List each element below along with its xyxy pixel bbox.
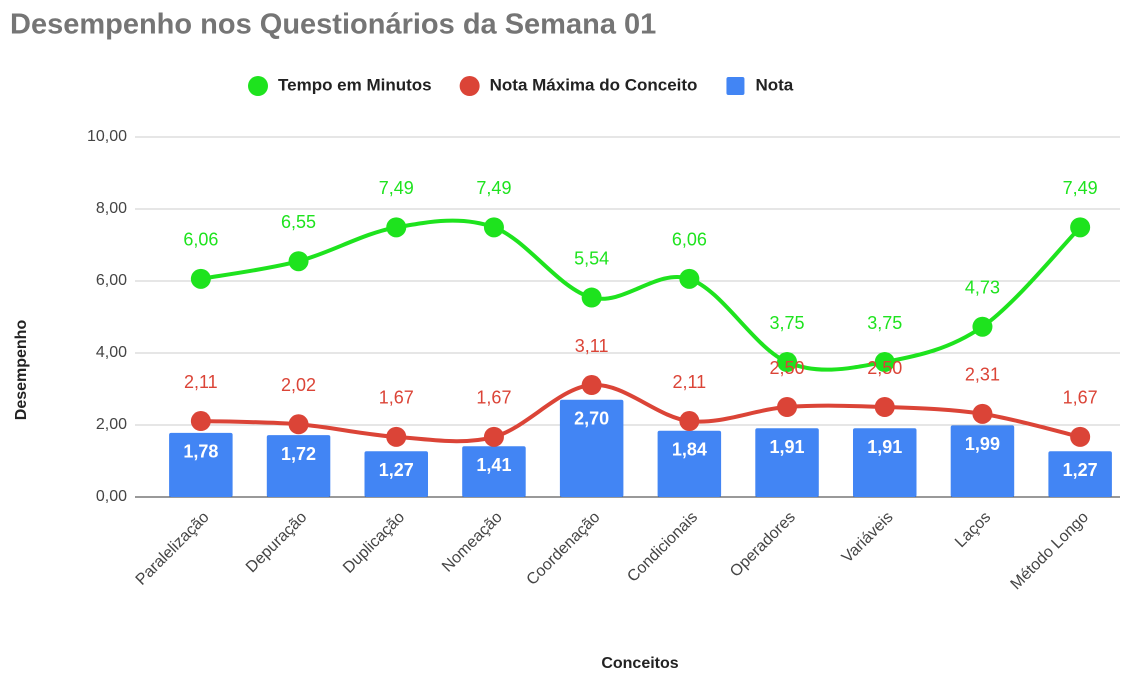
y-tick-label: 10,00 <box>87 128 127 145</box>
point-label: 2,50 <box>770 358 805 378</box>
x-tick-label: Nomeação <box>439 509 506 576</box>
point <box>288 414 309 435</box>
point-label: 1,67 <box>1063 388 1098 408</box>
point-label: 1,67 <box>379 388 414 408</box>
point <box>386 426 407 447</box>
y-axis-title: Desempenho <box>13 320 30 421</box>
point <box>777 352 798 372</box>
bar <box>755 428 819 497</box>
point-label: 4,73 <box>965 277 1000 297</box>
point-label: 6,55 <box>281 212 316 232</box>
point-label: 6,06 <box>183 230 218 250</box>
line <box>200 218 1082 372</box>
line-layer <box>190 217 1091 447</box>
point <box>1070 426 1091 447</box>
point-label: 3,75 <box>770 313 805 333</box>
x-tick-label: Laços <box>952 509 994 551</box>
bar <box>462 446 526 497</box>
point <box>874 397 895 417</box>
point-label: 2,11 <box>184 372 218 392</box>
legend-label: Nota Máxima do Conceito <box>490 75 698 94</box>
x-tick-label: Paralelização <box>133 509 213 589</box>
point-label: 2,02 <box>281 375 316 395</box>
legend-label: Tempo em Minutos <box>278 75 432 94</box>
bar <box>169 432 233 497</box>
point-label: 3,11 <box>575 336 609 356</box>
bar-label: 1,27 <box>1063 460 1098 480</box>
legend-swatch <box>459 76 480 96</box>
legend-swatch <box>726 77 745 95</box>
bar <box>266 435 331 497</box>
x-tick-label: Variáveis <box>839 509 897 567</box>
point <box>190 268 211 289</box>
point <box>483 426 504 447</box>
point <box>679 268 700 289</box>
bar-label: 2,70 <box>574 409 609 429</box>
point <box>386 217 407 238</box>
bar-label: 1,78 <box>183 442 218 462</box>
legend-label: Nota <box>755 75 793 94</box>
point <box>874 352 895 372</box>
point <box>777 397 798 417</box>
point-label: 6,06 <box>672 230 707 250</box>
point-label: 2,31 <box>965 365 1000 385</box>
point-label: 5,54 <box>574 248 609 268</box>
bar <box>950 425 1015 497</box>
label-layer: 6,06 6,55 7,49 7,49 5,54 6,06 3,75 3,75 4,73 7,49… <box>183 178 1097 480</box>
x-tick-label: Condicionais <box>624 509 701 586</box>
point <box>1070 217 1091 238</box>
point-label: 2,11 <box>672 372 706 392</box>
x-tick-label: Depuração <box>243 509 310 576</box>
y-tick-label: 8,00 <box>96 200 127 217</box>
bar-label: 1,41 <box>476 455 511 475</box>
point-label: 3,75 <box>867 313 902 333</box>
bar-label: 1,84 <box>672 440 707 460</box>
x-tick-label: Método Longo <box>1008 509 1092 593</box>
point-label: 2,50 <box>867 358 902 378</box>
bar-label: 1,72 <box>281 444 316 464</box>
point-label: 7,49 <box>1063 178 1098 198</box>
chart-title: Desempenho nos Questionários da Semana 0… <box>10 9 656 41</box>
point <box>581 375 602 396</box>
bar <box>364 451 429 497</box>
bar <box>852 428 917 497</box>
bar <box>1048 451 1112 497</box>
point-label: 1,67 <box>476 388 511 408</box>
y-tick-label: 6,00 <box>96 272 127 289</box>
bar-layer <box>169 399 1112 497</box>
bar-label: 1,91 <box>867 437 902 457</box>
bar <box>657 430 722 497</box>
point <box>679 411 700 432</box>
point <box>581 287 602 308</box>
x-tick-label: Duplicação <box>340 509 408 577</box>
x-tick-label: Coordenação <box>524 509 604 589</box>
y-tick-label: 4,00 <box>96 344 127 361</box>
y-tick-label: 0,00 <box>96 488 127 505</box>
point <box>972 403 993 424</box>
legend-swatch <box>248 76 268 96</box>
point-label: 7,49 <box>476 178 511 198</box>
bar-label: 1,91 <box>770 437 805 457</box>
bar-label: 1,99 <box>965 434 1000 454</box>
bar-label: 1,27 <box>379 460 414 480</box>
point-label: 7,49 <box>379 178 414 198</box>
y-tick-label: 2,00 <box>96 416 127 433</box>
point <box>190 411 211 432</box>
point <box>288 251 309 272</box>
point <box>972 316 993 337</box>
line <box>200 383 1081 444</box>
x-tick-label: Operadores <box>727 509 799 581</box>
point <box>483 217 504 238</box>
bar <box>559 399 624 497</box>
x-axis-title: Conceitos <box>601 655 678 672</box>
